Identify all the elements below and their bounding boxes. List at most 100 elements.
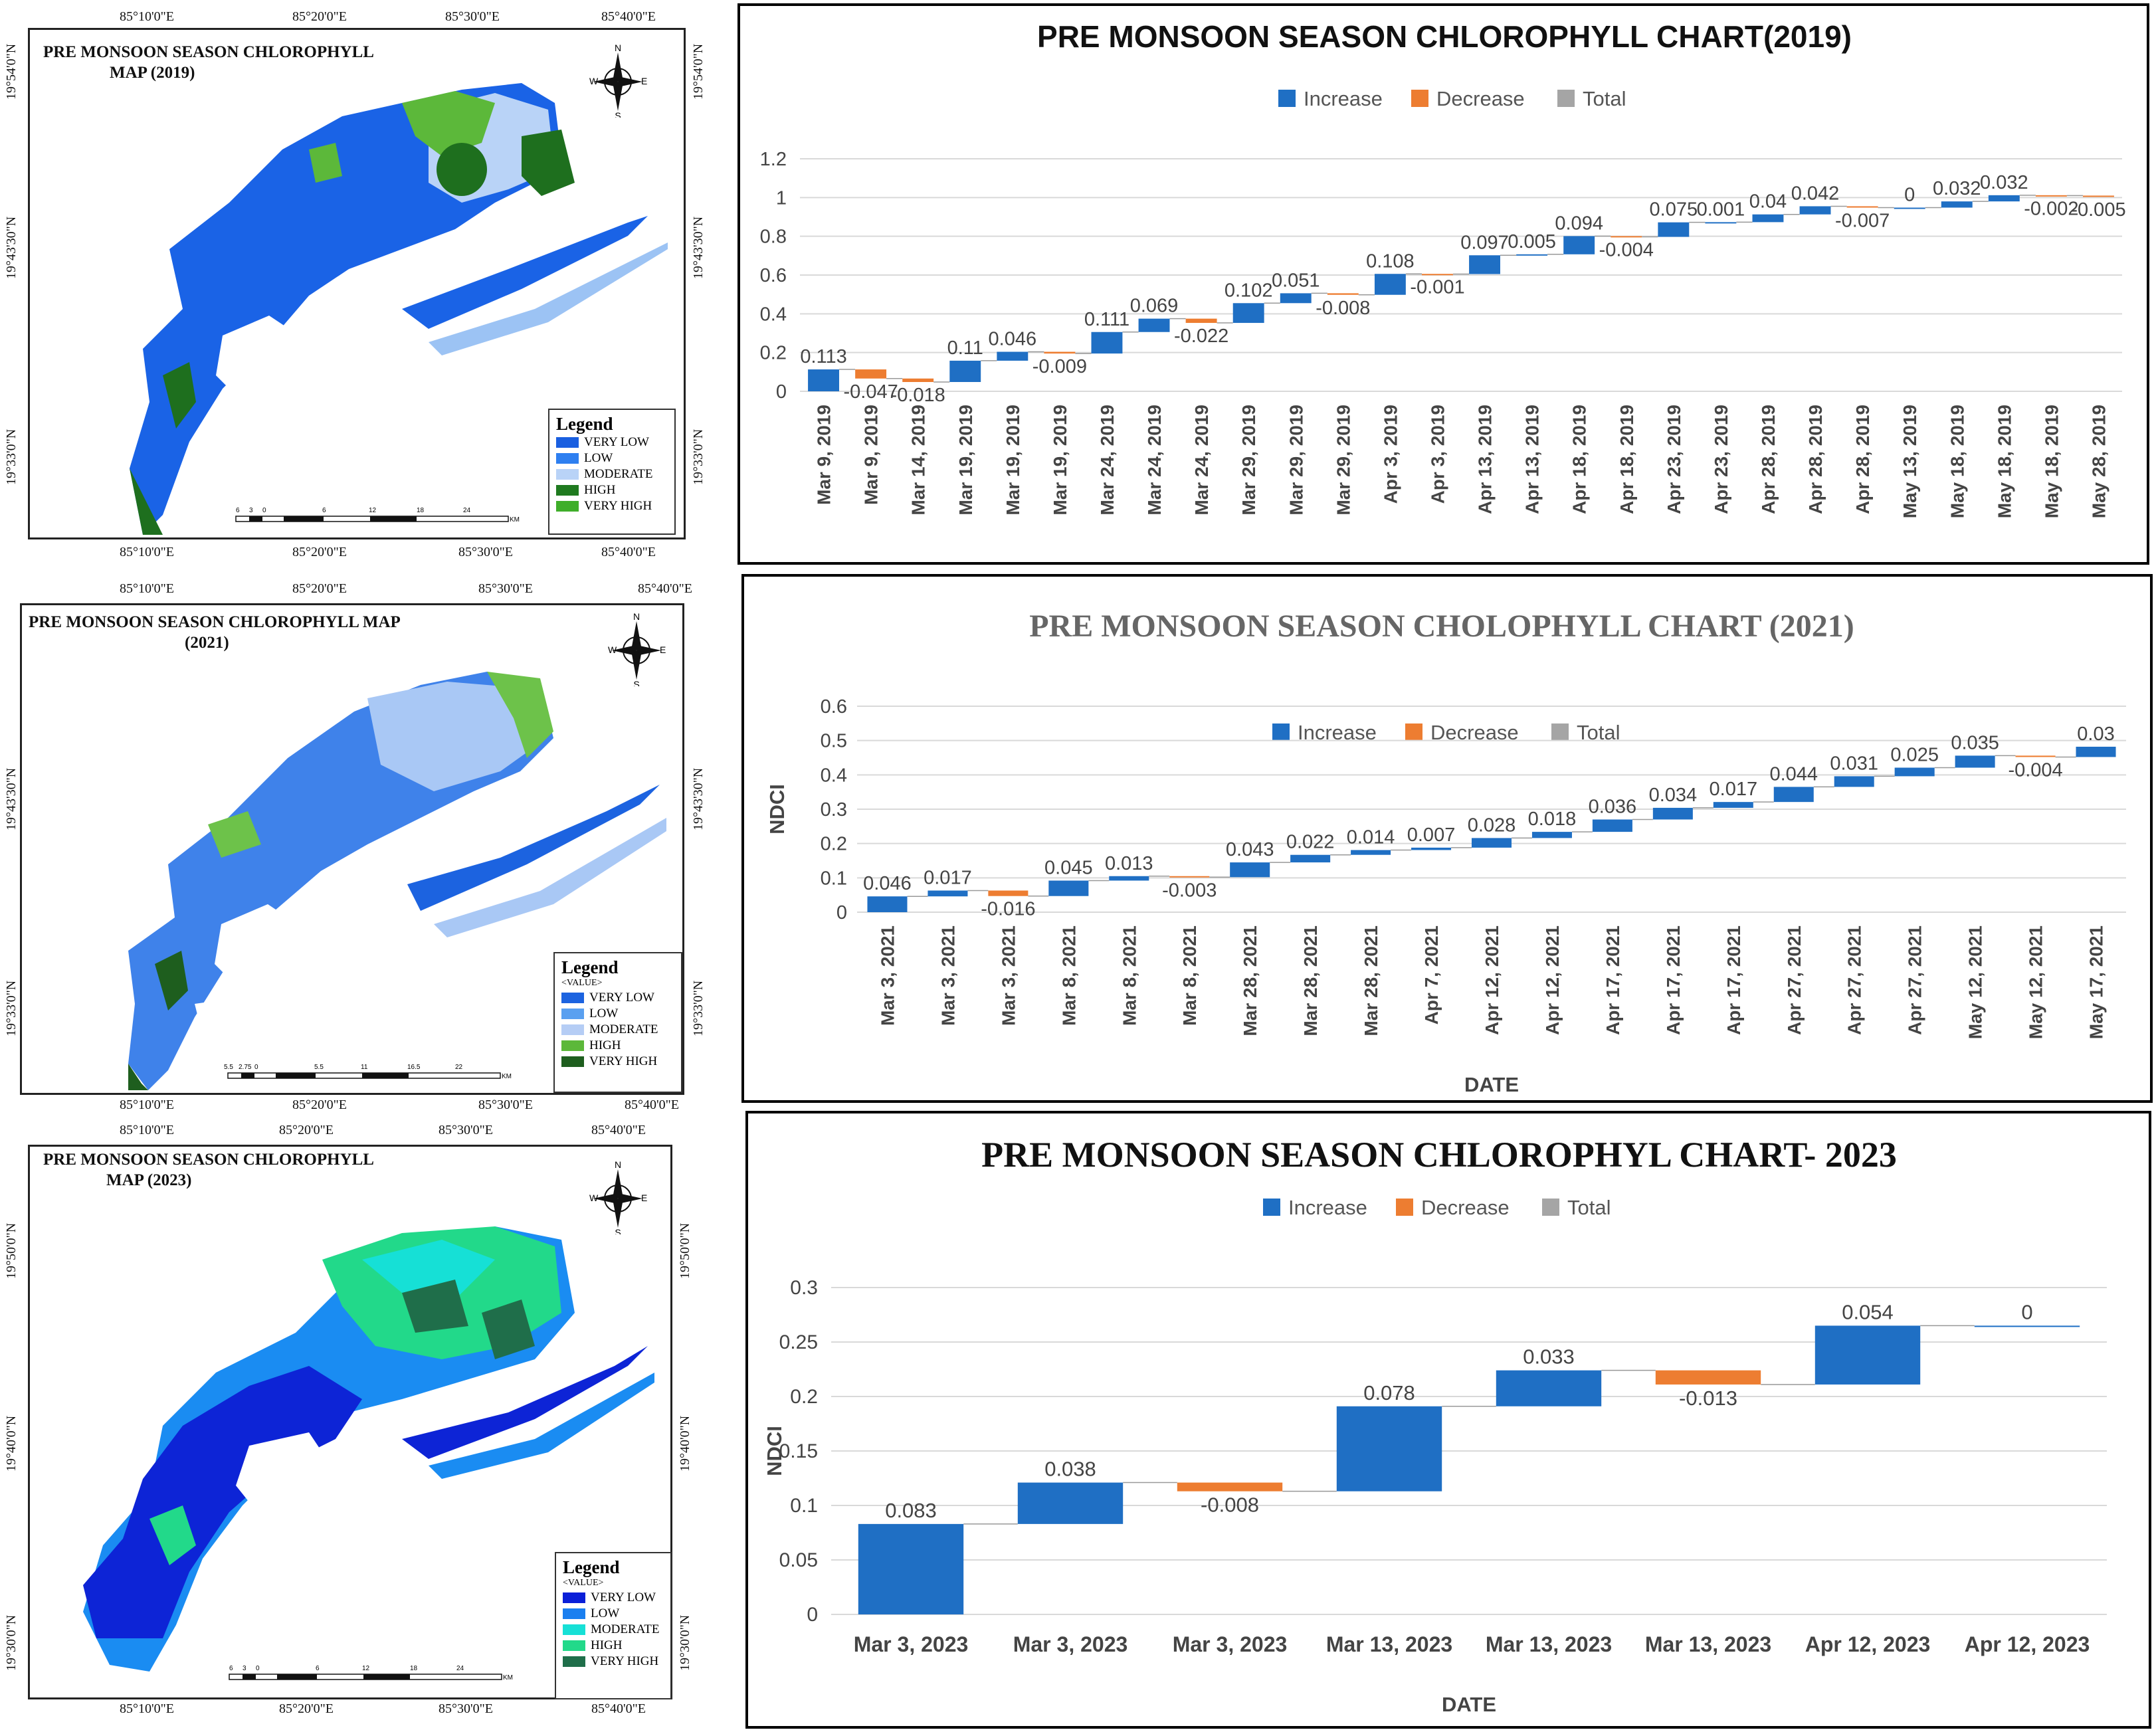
data-label: 0.083 — [885, 1499, 937, 1522]
compass-e: E — [641, 1193, 647, 1203]
bottom-coord: 85°30'0"E — [478, 1098, 533, 1112]
data-label: 0.038 — [1044, 1458, 1096, 1481]
x-tick-label: Mar 29, 2019 — [1286, 405, 1306, 516]
x-tick-label: Mar 8, 2021 — [1058, 925, 1079, 1026]
data-label: 0.033 — [1523, 1345, 1575, 1369]
bottom-coord: 85°10'0"E — [120, 1701, 174, 1716]
y-tick-label: 0.25 — [779, 1331, 818, 1353]
data-label: 0.11 — [947, 337, 983, 359]
svg-text:KM: KM — [502, 1073, 512, 1080]
increase-bar — [1290, 854, 1331, 863]
increase-bar — [1713, 802, 1753, 808]
increase-bar — [928, 890, 968, 897]
increase-bar — [1048, 880, 1089, 896]
legend-item: VERY LOW — [563, 1590, 664, 1606]
right-coord: 19°33'0"N — [691, 429, 706, 485]
right-coord: 19°43'30"N — [691, 216, 706, 279]
y-tick-label: 0.05 — [779, 1549, 818, 1571]
x-tick-label: Apr 12, 2023 — [1965, 1632, 2090, 1656]
increase-bar — [1230, 862, 1270, 878]
chart-panel-2023: PRE MONSOON SEASON CHLOROPHYL CHART- 202… — [745, 1111, 2151, 1729]
increase-bar — [997, 351, 1029, 361]
decrease-bar — [1846, 206, 1878, 208]
data-label: 0.051 — [1272, 270, 1320, 291]
map-legend: Legend <VALUE> VERY LOW LOW MODERATE HIG… — [555, 1552, 672, 1699]
decrease-bar — [1327, 293, 1359, 295]
map-legend: Legend <VALUE> VERY LOW LOW MODERATE HIG… — [553, 952, 682, 1093]
x-tick-label: Mar 8, 2021 — [1119, 925, 1139, 1026]
y-tick-label: 0.1 — [790, 1495, 818, 1517]
bottom-coord: 85°10'0"E — [120, 1098, 174, 1112]
decrease-bar — [1655, 1370, 1761, 1385]
data-label: 0.001 — [1697, 199, 1745, 220]
x-tick-label: Apr 12, 2021 — [1542, 925, 1563, 1035]
map-title-line1: PRE MONSOON SEASON CHLOROPHYLL — [43, 43, 374, 61]
map-frame: PRE MONSOON SEASON CHLOROPHYLL MAP (2023… — [28, 1145, 672, 1699]
legend-item: VERY LOW — [561, 990, 674, 1006]
x-tick-label: Mar 3, 2023 — [1173, 1632, 1288, 1656]
y-tick-label: 0.3 — [790, 1277, 818, 1299]
legend-swatch — [563, 1608, 585, 1619]
x-tick-label: Apr 17, 2021 — [1603, 925, 1623, 1035]
x-tick-label: Apr 17, 2021 — [1663, 925, 1684, 1035]
svg-text:18: 18 — [410, 1665, 418, 1672]
x-tick-label: Mar 24, 2019 — [1191, 405, 1212, 516]
top-coord: 85°20'0"E — [279, 1123, 334, 1137]
y-tick-label: 1 — [776, 187, 787, 209]
increase-bar — [1814, 1325, 1921, 1385]
data-label: 0.017 — [1710, 779, 1758, 800]
data-label: 0.007 — [1407, 824, 1456, 846]
data-label: -0.005 — [2071, 199, 2125, 221]
y-tick-label: 0.6 — [821, 696, 847, 718]
data-label: -0.047 — [843, 381, 898, 403]
increase-bar — [1336, 1406, 1442, 1491]
data-label: 0.054 — [1842, 1300, 1894, 1323]
increase-bar — [1988, 195, 2020, 202]
data-label: 0 — [2021, 1300, 2032, 1323]
legend-item: LOW — [563, 1606, 664, 1622]
map-2021: 85°10'0"E 85°20'0"E 85°30'0"E 85°40'0"E … — [0, 578, 706, 1116]
compass-s: S — [615, 1227, 621, 1234]
increase-bar — [1941, 201, 1973, 208]
lake-map-graphic — [130, 83, 668, 535]
compass-e: E — [660, 644, 666, 655]
top-coord: 85°40'0"E — [638, 581, 692, 596]
data-label: -0.004 — [2008, 759, 2062, 781]
compass-n: N — [615, 1161, 621, 1170]
bottom-coord: 85°30'0"E — [458, 545, 513, 559]
increase-bar — [1705, 222, 1737, 224]
data-label: 0.113 — [800, 346, 846, 367]
legend-label: Increase — [1304, 87, 1383, 110]
x-tick-label: Mar 28, 2021 — [1240, 925, 1260, 1036]
data-label: 0.094 — [1555, 213, 1603, 234]
y-tick-label: 1.2 — [760, 149, 787, 170]
data-label: 0.044 — [1769, 763, 1818, 785]
svg-text:3: 3 — [243, 1665, 246, 1672]
legend-item: LOW — [561, 1006, 674, 1022]
svg-text:KM: KM — [510, 516, 520, 524]
decrease-bar — [2083, 195, 2114, 197]
legend-item: MODERATE — [556, 466, 668, 482]
y-tick-label: 0.6 — [760, 265, 787, 286]
legend-label: Decrease — [1436, 87, 1525, 110]
x-tick-label: May 18, 2019 — [1947, 405, 1967, 518]
svg-text:24: 24 — [463, 507, 471, 514]
legend-swatch — [556, 437, 579, 448]
legend-title: Legend — [556, 414, 613, 434]
decrease-bar — [1169, 876, 1210, 878]
increase-bar — [1592, 819, 1632, 832]
y-tick-label: 0.2 — [821, 834, 847, 855]
legend-item: VERY HIGH — [561, 1054, 674, 1070]
data-label: 0.035 — [1951, 732, 1999, 753]
legend-swatch — [1278, 90, 1296, 107]
data-label: 0.097 — [1460, 232, 1509, 253]
decrease-bar — [1185, 318, 1217, 324]
left-coord: 19°43'30"N — [4, 216, 19, 279]
data-label: 0.025 — [1890, 744, 1939, 765]
legend-swatch — [1263, 1199, 1280, 1216]
bottom-coord: 85°20'0"E — [279, 1701, 334, 1716]
data-label: 0.028 — [1468, 815, 1516, 836]
compass-w: W — [608, 644, 617, 655]
data-label: 0.069 — [1130, 296, 1179, 317]
x-tick-label: Mar 3, 2023 — [854, 1632, 969, 1656]
